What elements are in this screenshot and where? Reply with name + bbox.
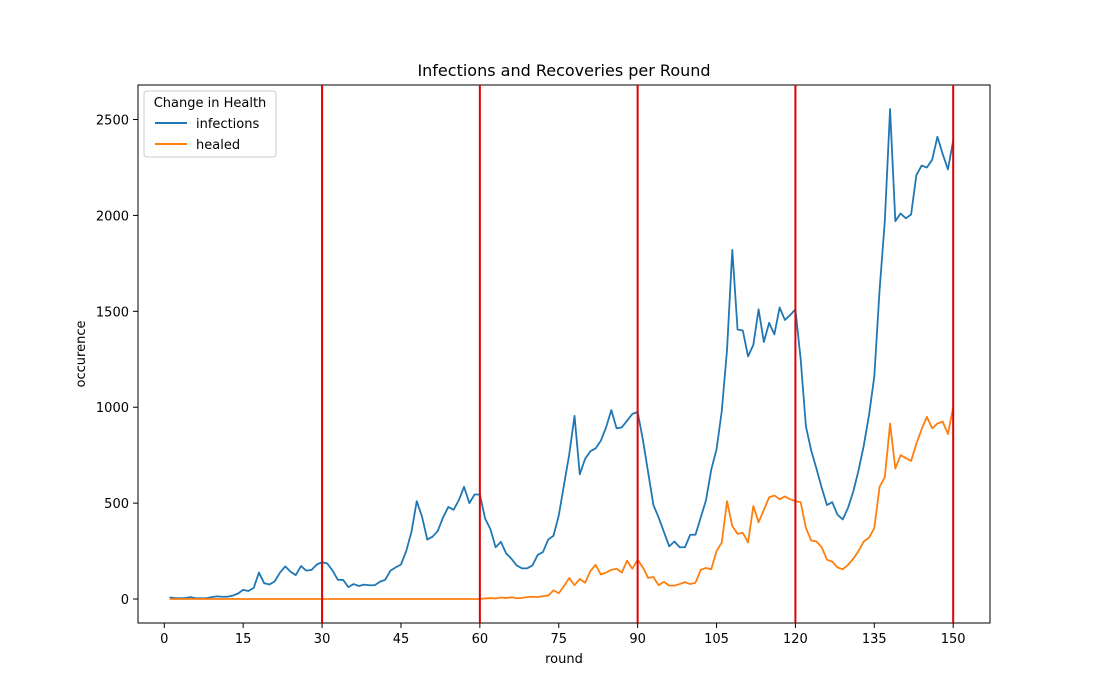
y-tick-label: 0 (121, 593, 129, 608)
y-tick-label: 2000 (96, 209, 129, 224)
series-line-infections (169, 108, 955, 600)
x-axis-label: round (545, 652, 583, 667)
x-tick-label: 135 (862, 632, 887, 647)
x-tick-label: 90 (629, 632, 646, 647)
x-axis: 0 15 30 45 60 75 90 105 120 135 150 (160, 623, 966, 647)
chart-title: Infections and Recoveries per Round (417, 61, 710, 80)
legend-label-infections: infections (196, 117, 259, 132)
x-tick-label: 45 (393, 632, 410, 647)
legend-box (143, 90, 277, 158)
y-tick-label: 500 (104, 497, 129, 512)
x-tick-label: 60 (472, 632, 489, 647)
x-tick-label: 105 (704, 632, 729, 647)
legend-label-healed: healed (196, 138, 240, 153)
y-tick-label: 2500 (96, 114, 129, 129)
y-axis-label: occurence (74, 321, 89, 388)
legend-title: Change in Health (154, 96, 267, 111)
x-tick-label: 30 (314, 632, 331, 647)
x-tick-label: 75 (550, 632, 567, 647)
y-axis: 0 500 1000 1500 2000 2500 (96, 114, 138, 608)
series-lines (169, 108, 955, 600)
y-tick-label: 1500 (96, 305, 129, 320)
x-tick-label: 150 (941, 632, 966, 647)
legend: Change in Health infections healed (143, 90, 277, 158)
x-tick-label: 120 (783, 632, 808, 647)
plot-frame (137, 84, 991, 624)
y-tick-label: 1000 (96, 401, 129, 416)
series-line-healed (169, 407, 955, 600)
x-tick-label: 15 (235, 632, 252, 647)
vertical-markers (321, 85, 955, 623)
x-tick-label: 0 (160, 632, 168, 647)
